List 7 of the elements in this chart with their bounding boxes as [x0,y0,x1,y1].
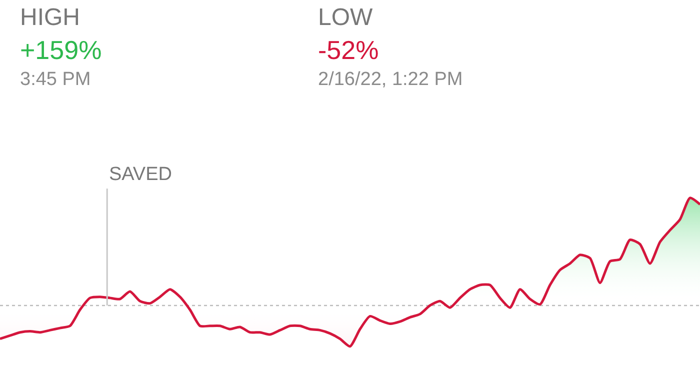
text: SAVED [109,164,172,185]
text: LOW [318,4,374,31]
text: 3:45 PM [20,69,91,90]
text: HIGH [20,4,80,31]
text: -52% [318,35,379,65]
text: +159% [20,35,102,65]
text: 2/16/22, 1:22 PM [318,69,463,90]
